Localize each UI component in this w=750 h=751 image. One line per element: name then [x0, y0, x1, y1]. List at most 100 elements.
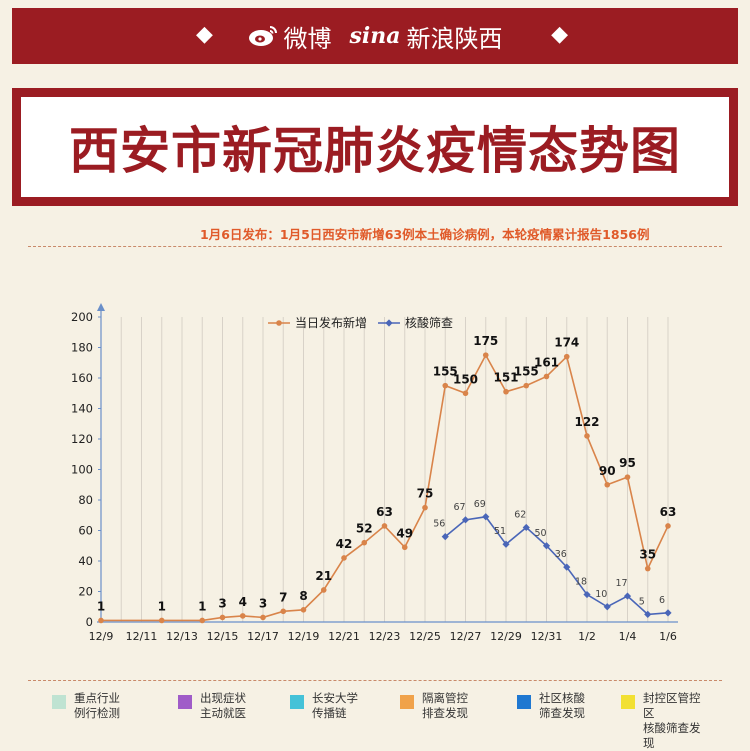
x-tick-label: 12/17: [247, 630, 279, 643]
page-title: 西安市新冠肺炎疫情态势图: [69, 122, 681, 180]
data-point: [199, 617, 206, 624]
data-label: 42: [336, 537, 353, 551]
data-label: 122: [574, 415, 599, 429]
legend-label-line: 核酸筛查发现: [643, 721, 701, 750]
data-point: [280, 608, 287, 615]
data-label: 1: [97, 599, 105, 613]
data-label: 62: [514, 509, 526, 520]
x-tick-label: 12/13: [166, 630, 198, 643]
divider: [28, 680, 722, 681]
data-point: [441, 533, 449, 541]
y-tick-label: 140: [71, 402, 93, 416]
legend-swatch: [52, 695, 66, 709]
data-point: [644, 565, 651, 572]
diamond-icon: ◆: [551, 22, 568, 47]
data-point: [563, 563, 571, 571]
data-label: 7: [279, 590, 287, 604]
legend-label-line: 重点行业: [74, 691, 120, 705]
y-tick-label: 80: [78, 493, 93, 507]
legend-label-line: 主动就医: [200, 706, 246, 720]
data-point: [522, 523, 530, 532]
x-tick-label: 1/2: [578, 630, 596, 643]
legend-label: 社区核酸 筛查发现: [539, 691, 603, 721]
data-label: 174: [554, 336, 579, 350]
data-label: 49: [396, 526, 413, 540]
data-label: 36: [555, 549, 567, 560]
legend-label-line: 例行检测: [74, 706, 120, 720]
x-tick-label: 12/31: [531, 630, 563, 643]
data-point: [665, 523, 671, 529]
x-tick-label: 12/27: [450, 630, 482, 643]
x-tick-label: 1/4: [619, 630, 637, 643]
y-tick-label: 100: [71, 463, 93, 477]
x-tick-label: 1/6: [659, 630, 677, 643]
sina-logo: sina 新浪陕西: [350, 19, 503, 54]
data-label: 150: [453, 372, 478, 386]
data-label: 17: [615, 578, 627, 589]
data-label: 3: [259, 596, 267, 610]
legend-marker: [385, 319, 393, 327]
x-tick-label: 12/21: [328, 630, 360, 643]
data-label: 35: [639, 548, 656, 562]
data-label: 1: [158, 599, 166, 613]
legend-label: 重点行业 例行检测: [74, 691, 138, 721]
x-tick-label: 12/9: [89, 630, 114, 643]
category-legend: 重点行业 例行检测 出现症状 主动就医 长安大学 传播链 隔离管控 排查发现 社区核酸 筛查发现 封…: [0, 691, 750, 750]
data-label: 155: [433, 365, 458, 379]
legend-label-line: 出现症状: [200, 691, 246, 705]
y-axis-arrow: [97, 303, 105, 311]
legend-swatch: [290, 695, 304, 709]
y-tick-label: 180: [71, 341, 93, 355]
data-point: [523, 382, 530, 389]
y-tick-label: 120: [71, 432, 93, 446]
data-point: [239, 613, 246, 619]
data-point: [623, 592, 632, 600]
data-point: [442, 382, 449, 389]
legend-label-line: 社区核酸: [539, 691, 585, 705]
data-label: 5: [639, 596, 645, 607]
sina-label: 新浪陕西: [406, 24, 503, 53]
y-tick-label: 60: [78, 524, 93, 538]
weibo-logo: 微博: [248, 19, 332, 54]
data-point: [462, 390, 469, 397]
data-point: [482, 513, 490, 521]
data-point: [664, 609, 672, 617]
legend-label-line: 筛查发现: [539, 706, 585, 720]
x-tick-label: 12/29: [490, 630, 522, 643]
legend-label: 出现症状 主动就医: [200, 691, 264, 721]
data-point: [341, 555, 347, 561]
data-point: [381, 523, 388, 529]
data-label: 67: [453, 502, 465, 513]
data-label: 151: [493, 371, 518, 385]
legend-item: 封控区管控区 核酸筛查发现: [621, 691, 707, 751]
legend-swatch: [400, 695, 414, 709]
data-point: [219, 614, 226, 621]
brand-logos: 微博 sina 新浪陕西: [248, 19, 503, 54]
weibo-icon: [248, 26, 277, 46]
data-label: 63: [660, 505, 677, 519]
data-label: 1: [198, 599, 206, 613]
legend-marker: [276, 320, 282, 326]
diamond-icon: ◆: [196, 22, 213, 47]
y-tick-label: 40: [78, 554, 93, 568]
legend-label: 隔离管控 排查发现: [422, 691, 486, 721]
y-tick-label: 200: [71, 310, 93, 324]
legend-item: 出现症状 主动就医: [178, 691, 264, 721]
legend-label: 当日发布新增: [295, 315, 367, 330]
data-label: 63: [376, 505, 393, 519]
data-point: [542, 542, 551, 550]
divider: [28, 246, 722, 247]
data-label: 51: [494, 526, 506, 537]
x-tick-label: 12/19: [288, 630, 320, 643]
data-point: [158, 617, 165, 624]
data-point: [624, 474, 631, 480]
data-label: 3: [218, 596, 226, 610]
data-label: 161: [534, 355, 559, 369]
data-label: 10: [595, 589, 607, 600]
legend-label: 长安大学 传播链: [312, 691, 376, 721]
data-point: [320, 587, 327, 593]
legend-label: 封控区管控区 核酸筛查发现: [643, 691, 707, 751]
data-label: 90: [599, 464, 616, 478]
x-tick-label: 12/15: [207, 630, 239, 643]
